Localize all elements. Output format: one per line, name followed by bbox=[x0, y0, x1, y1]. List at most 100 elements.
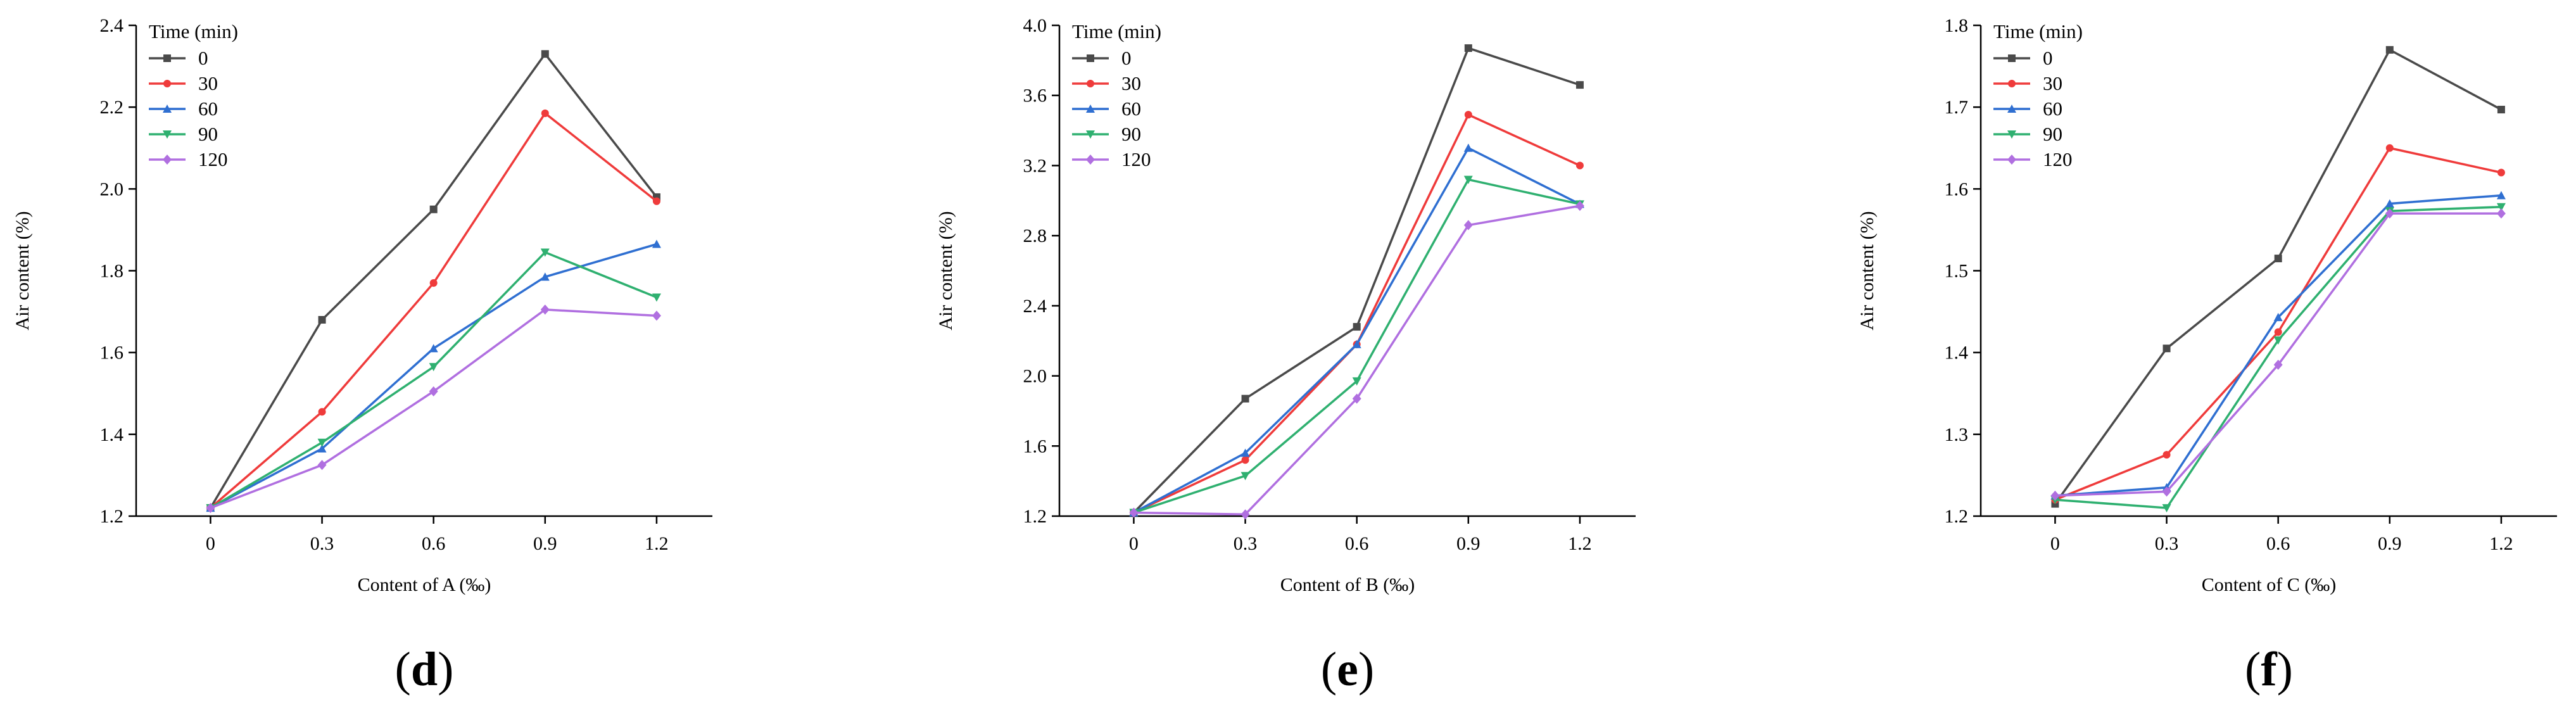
data-point-60 bbox=[2385, 199, 2394, 208]
data-point-90 bbox=[2162, 504, 2171, 513]
series-line-120 bbox=[1133, 205, 1581, 515]
data-point-90 bbox=[2496, 203, 2506, 212]
series-line-30 bbox=[1133, 113, 1581, 514]
data-point-60 bbox=[1463, 143, 1473, 152]
y-axis-title: Air content (%) bbox=[12, 211, 33, 330]
legend-title: Time (min) bbox=[149, 20, 238, 42]
legend-marker-90 bbox=[2007, 130, 2016, 139]
data-point-0 bbox=[2497, 106, 2505, 114]
legend-label-90: 90 bbox=[2043, 123, 2062, 145]
data-point-120 bbox=[206, 503, 215, 514]
series-line-90 bbox=[210, 251, 657, 509]
data-point-120 bbox=[429, 386, 438, 397]
data-point-0 bbox=[1241, 395, 1249, 403]
legend-marker-90 bbox=[163, 130, 172, 139]
data-point-30 bbox=[2497, 168, 2505, 177]
legend-marker-90 bbox=[1086, 130, 1095, 139]
data-point-60 bbox=[1352, 339, 1361, 348]
x-tick-label: 0.3 bbox=[1234, 533, 1258, 554]
y-axis-title: Air content (%) bbox=[935, 211, 956, 330]
legend-marker-0 bbox=[2008, 54, 2016, 62]
legend-label-0: 0 bbox=[1121, 47, 1132, 69]
x-tick-label: 1.2 bbox=[2489, 533, 2513, 554]
data-point-30 bbox=[541, 109, 549, 117]
data-point-90 bbox=[317, 438, 327, 447]
data-point-120 bbox=[1352, 393, 1361, 404]
data-point-60 bbox=[429, 344, 438, 353]
legend-marker-0 bbox=[1087, 54, 1094, 62]
data-point-30 bbox=[652, 197, 660, 205]
y-tick-label: 2.0 bbox=[1023, 366, 1047, 387]
legend-marker-30 bbox=[2008, 80, 2016, 87]
x-tick-label: 0 bbox=[206, 533, 215, 554]
y-tick-label: 2.0 bbox=[100, 179, 124, 199]
legend-marker-120 bbox=[1086, 155, 1095, 165]
legend-label-120: 120 bbox=[1121, 148, 1151, 170]
legend-marker-120 bbox=[163, 155, 172, 165]
data-point-120 bbox=[540, 304, 550, 315]
data-point-90 bbox=[1352, 377, 1361, 386]
data-point-120 bbox=[317, 460, 327, 471]
data-point-30 bbox=[2385, 144, 2394, 152]
x-tick-label: 0.6 bbox=[2266, 533, 2290, 554]
data-point-60 bbox=[652, 239, 661, 248]
data-point-120 bbox=[2050, 490, 2060, 501]
legend-label-60: 60 bbox=[2043, 98, 2062, 120]
data-point-90 bbox=[1463, 175, 1473, 184]
x-axis-title: Content of B (‰) bbox=[1280, 574, 1415, 595]
legend-label-30: 30 bbox=[1121, 72, 1141, 94]
data-point-90 bbox=[429, 363, 438, 372]
data-point-120 bbox=[1241, 509, 1250, 520]
data-point-60 bbox=[540, 272, 550, 281]
y-tick-label: 1.6 bbox=[1945, 179, 1969, 199]
y-tick-label: 1.7 bbox=[1945, 97, 1969, 118]
data-point-60 bbox=[317, 444, 327, 453]
data-point-120 bbox=[1129, 507, 1139, 518]
y-axis-title: Air content (%) bbox=[1857, 211, 1878, 330]
data-point-30 bbox=[2162, 451, 2171, 459]
y-tick-label: 1.8 bbox=[1945, 15, 1969, 36]
x-tick-label: 0.9 bbox=[533, 533, 557, 554]
series-line-120 bbox=[210, 308, 657, 509]
legend-label-90: 90 bbox=[198, 123, 218, 145]
legend-label-120: 120 bbox=[2043, 148, 2073, 170]
series-line-0 bbox=[1133, 46, 1581, 514]
x-tick-label: 0.9 bbox=[2378, 533, 2402, 554]
data-point-0 bbox=[2274, 255, 2282, 263]
legend-label-0: 0 bbox=[198, 47, 208, 69]
data-point-0 bbox=[2385, 46, 2394, 54]
data-point-30 bbox=[2274, 328, 2282, 336]
y-tick-label: 1.2 bbox=[1023, 506, 1047, 527]
legend-marker-60 bbox=[2007, 104, 2016, 113]
y-tick-label: 3.6 bbox=[1023, 85, 1047, 106]
data-point-60 bbox=[1241, 448, 1250, 457]
data-point-0 bbox=[1353, 323, 1361, 331]
y-tick-label: 1.5 bbox=[1945, 261, 1969, 282]
data-point-30 bbox=[1464, 111, 1472, 119]
legend-label-30: 30 bbox=[198, 72, 218, 94]
data-point-90 bbox=[540, 248, 550, 257]
data-point-0 bbox=[318, 316, 326, 324]
data-point-30 bbox=[318, 408, 326, 416]
x-tick-label: 0.6 bbox=[422, 533, 446, 554]
data-point-60 bbox=[2496, 191, 2506, 199]
y-tick-label: 1.4 bbox=[1945, 343, 1969, 363]
x-axis-title: Content of C (‰) bbox=[2202, 574, 2336, 595]
y-tick-label: 2.4 bbox=[1023, 296, 1047, 317]
series-line-0 bbox=[2054, 48, 2502, 505]
legend-label-30: 30 bbox=[2043, 72, 2062, 94]
chart-panel-f: 1.2 1.3 1.4 1.5 1.6 1.7 1.8 0 0.3 0.6 0.9 1.2 Conten… bbox=[1857, 15, 2557, 696]
panel-label: (e) bbox=[1321, 643, 1374, 696]
legend-title: Time (min) bbox=[1072, 20, 1161, 42]
y-tick-label: 2.4 bbox=[100, 15, 124, 36]
x-tick-label: 0 bbox=[2050, 533, 2060, 554]
chart-panel-d: 1.2 1.4 1.6 1.8 2.0 2.2 2.4 0 0.3 0.6 0.9 1.2 Conten… bbox=[12, 15, 712, 696]
legend-marker-60 bbox=[163, 104, 172, 113]
legend-marker-0 bbox=[163, 54, 171, 62]
x-tick-label: 1.2 bbox=[645, 533, 669, 554]
data-point-120 bbox=[2273, 360, 2283, 370]
series-line-90 bbox=[2055, 206, 2501, 509]
data-point-0 bbox=[1575, 81, 1584, 89]
x-tick-label: 0.6 bbox=[1345, 533, 1369, 554]
data-point-30 bbox=[1241, 456, 1249, 464]
